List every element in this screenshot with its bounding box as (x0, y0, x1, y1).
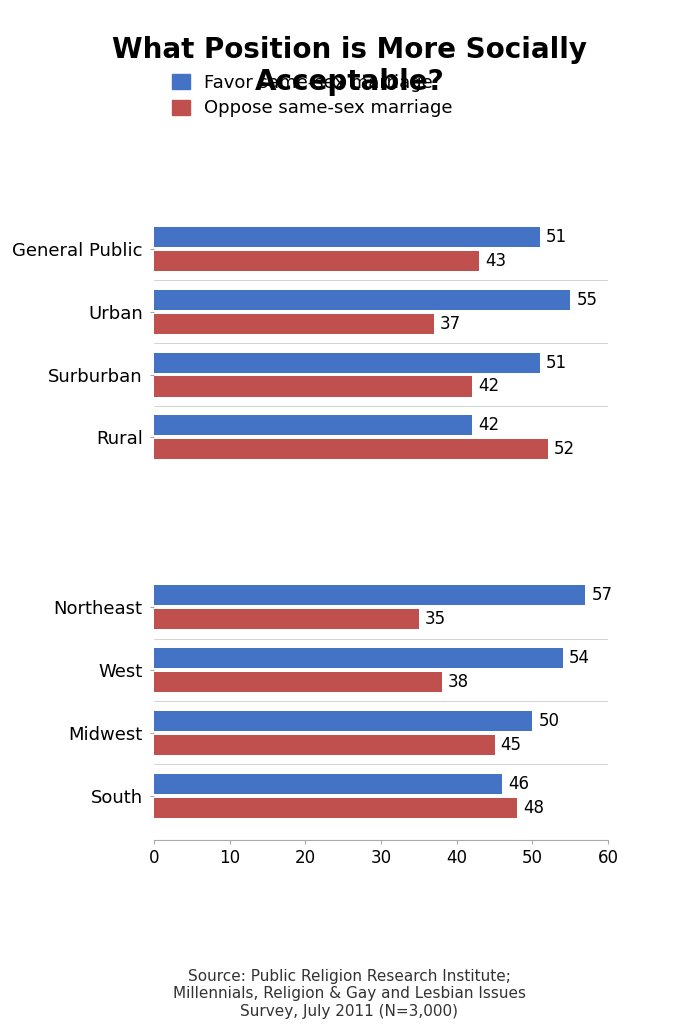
Text: 37: 37 (440, 314, 461, 333)
Bar (154, 416, 472, 435)
Legend: Favor same-sex marriage, Oppose same-sex marriage: Favor same-sex marriage, Oppose same-sex… (172, 74, 453, 118)
Bar (154, 672, 442, 692)
Text: 51: 51 (546, 228, 567, 246)
Text: 52: 52 (554, 440, 575, 459)
Bar (154, 313, 434, 334)
Bar (154, 711, 533, 731)
Text: 50: 50 (538, 712, 559, 730)
Bar (154, 352, 540, 373)
Text: 42: 42 (478, 378, 499, 395)
Text: 57: 57 (591, 586, 612, 604)
Text: 42: 42 (478, 417, 499, 434)
Bar (154, 774, 502, 794)
Bar (154, 377, 472, 396)
Text: 46: 46 (508, 775, 529, 793)
Text: 48: 48 (524, 799, 545, 816)
Text: 45: 45 (500, 736, 521, 754)
Text: 54: 54 (569, 649, 590, 667)
Text: Source: Public Religion Research Institute;
Millennials, Religion & Gay and Lesb: Source: Public Religion Research Institu… (173, 969, 526, 1019)
Bar (154, 648, 563, 668)
Text: What Position is More Socially
Acceptable?: What Position is More Socially Acceptabl… (112, 36, 587, 96)
Bar (154, 290, 570, 310)
Bar (154, 609, 419, 629)
Text: 38: 38 (447, 673, 469, 691)
Text: 35: 35 (425, 610, 446, 628)
Bar (154, 734, 495, 755)
Text: 55: 55 (576, 291, 598, 308)
Bar (154, 226, 540, 247)
Bar (154, 439, 547, 460)
Bar (154, 251, 480, 270)
Text: 51: 51 (546, 353, 567, 372)
Bar (154, 585, 586, 605)
Bar (154, 798, 517, 818)
Text: 43: 43 (485, 252, 507, 269)
